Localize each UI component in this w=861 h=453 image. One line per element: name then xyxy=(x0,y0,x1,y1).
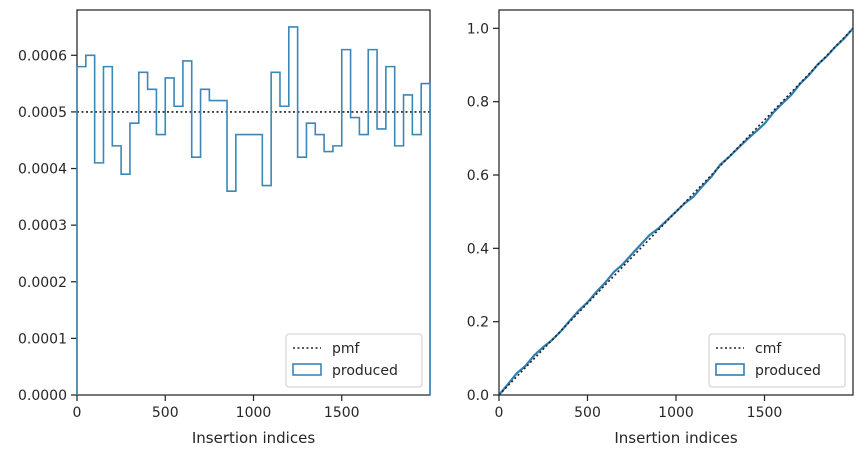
legend-reference-label: pmf xyxy=(332,341,361,357)
x-tick-label: 1500 xyxy=(747,405,783,421)
y-tick-label: 0.0005 xyxy=(18,105,67,121)
pmf-histogram-chart: 0 500 1000 1500 0.0000 0.0001 0.0002 0.0003 0.00… xyxy=(18,9,431,447)
y-tick-label: 0.0002 xyxy=(18,275,67,291)
x-tick-label: 0 xyxy=(73,405,82,421)
x-tick-label: 1000 xyxy=(236,405,272,421)
cmf-cumulative-chart: 0 500 1000 1500 0.0 0.2 0.4 0.6 0.8 1.0 Insertion … xyxy=(467,9,854,447)
cmf-reference-line xyxy=(498,27,854,396)
legend-produced-swatch xyxy=(715,363,745,376)
x-axis-label: Insertion indices xyxy=(192,429,315,447)
x-tick-label: 0 xyxy=(495,405,504,421)
y-tick-label: 0.0000 xyxy=(18,388,67,404)
x-axis-label: Insertion indices xyxy=(614,429,737,447)
y-tick-label: 0.0 xyxy=(467,388,489,404)
produced-histogram-series xyxy=(76,26,431,395)
x-tick-label: 1500 xyxy=(324,405,360,421)
legend-produced-label: produced xyxy=(332,363,398,379)
y-tick-label: 0.0006 xyxy=(18,48,67,64)
legend-produced-label: produced xyxy=(755,363,821,379)
legend-reference-label: cmf xyxy=(755,341,782,357)
y-tick-label: 0.0001 xyxy=(18,331,67,347)
y-tick-label: 0.2 xyxy=(467,315,489,331)
legend: cmf produced xyxy=(708,333,846,388)
y-tick-label: 0.8 xyxy=(467,95,489,111)
x-tick-label: 500 xyxy=(152,405,179,421)
x-tick-label: 1000 xyxy=(658,405,694,421)
produced-cumulative-series xyxy=(498,27,854,396)
legend-produced-swatch xyxy=(292,363,322,376)
legend: pmf produced xyxy=(285,333,423,388)
y-tick-label: 0.6 xyxy=(467,168,489,184)
y-tick-label: 0.4 xyxy=(467,241,489,257)
y-tick-label: 1.0 xyxy=(467,21,489,37)
x-tick-label: 500 xyxy=(574,405,601,421)
y-tick-label: 0.0004 xyxy=(18,162,67,178)
y-tick-label: 0.0003 xyxy=(18,218,67,234)
